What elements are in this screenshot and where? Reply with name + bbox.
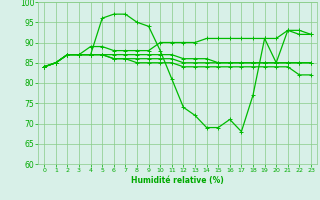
X-axis label: Humidité relative (%): Humidité relative (%) bbox=[131, 176, 224, 185]
